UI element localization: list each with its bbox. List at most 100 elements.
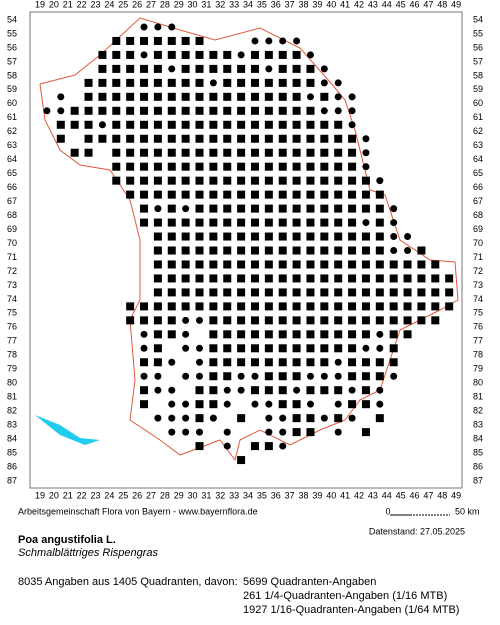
- row-label: 57: [7, 56, 17, 66]
- record-square: [126, 106, 135, 115]
- record-square: [223, 232, 232, 241]
- record-square: [292, 106, 301, 115]
- record-dot: [223, 442, 231, 450]
- row-label: 75: [7, 308, 17, 318]
- record-square: [223, 148, 232, 157]
- record-square: [292, 78, 301, 87]
- record-square: [223, 344, 232, 353]
- record-square: [237, 232, 246, 241]
- record-dot: [293, 386, 301, 394]
- col-label: 37: [285, 0, 295, 9]
- record-square: [320, 302, 329, 311]
- record-square: [153, 288, 162, 297]
- record-square: [153, 92, 162, 101]
- record-square: [431, 274, 440, 283]
- record-square: [140, 162, 149, 171]
- record-square: [320, 246, 329, 255]
- row-label: 62: [473, 126, 483, 136]
- record-square: [237, 316, 246, 325]
- record-square: [153, 316, 162, 325]
- record-square: [153, 218, 162, 227]
- col-label: 43: [368, 0, 378, 9]
- record-dot: [334, 428, 342, 436]
- record-square: [320, 134, 329, 143]
- row-label: 69: [7, 224, 17, 234]
- row-label: 55: [7, 28, 17, 38]
- row-label: 83: [473, 420, 483, 430]
- row-label: 65: [7, 168, 17, 178]
- date: Datenstand: 27.05.2025: [369, 526, 465, 536]
- record-square: [348, 316, 357, 325]
- record-square: [306, 414, 315, 423]
- row-label: 70: [7, 238, 17, 248]
- record-dot: [209, 414, 217, 422]
- record-square: [320, 358, 329, 367]
- col-label: 31: [201, 490, 211, 500]
- record-square: [320, 288, 329, 297]
- row-label: 87: [7, 475, 17, 485]
- record-square: [209, 386, 218, 395]
- record-square: [278, 358, 287, 367]
- record-square: [167, 120, 176, 129]
- record-square: [223, 274, 232, 283]
- record-square: [264, 316, 273, 325]
- col-label: 27: [146, 490, 156, 500]
- record-square: [153, 64, 162, 73]
- record-square: [264, 120, 273, 129]
- record-square: [223, 92, 232, 101]
- record-square: [306, 386, 315, 395]
- row-label: 72: [7, 266, 17, 276]
- record-square: [361, 176, 370, 185]
- row-label: 82: [473, 406, 483, 416]
- record-square: [389, 330, 398, 339]
- row-label: 77: [473, 336, 483, 346]
- record-square: [292, 316, 301, 325]
- record-dot: [237, 51, 245, 59]
- frame: [29, 11, 463, 489]
- record-dot: [376, 344, 384, 352]
- record-square: [167, 218, 176, 227]
- record-square: [126, 78, 135, 87]
- record-square: [278, 120, 287, 129]
- col-label: 40: [326, 490, 336, 500]
- record-square: [112, 148, 121, 157]
- summary: 8035 Angaben aus 1405 Quadranten, davon:: [18, 576, 238, 588]
- record-square: [306, 204, 315, 213]
- record-square: [84, 78, 93, 87]
- record-square: [403, 274, 412, 283]
- record-dot: [376, 400, 384, 408]
- col-label: 22: [77, 0, 87, 9]
- row-label: 71: [7, 252, 17, 262]
- record-square: [292, 274, 301, 283]
- record-dot: [182, 428, 190, 436]
- col-label: 41: [340, 0, 350, 9]
- row-label: 76: [7, 322, 17, 332]
- record-square: [320, 344, 329, 353]
- record-square: [417, 316, 426, 325]
- record-square: [361, 232, 370, 241]
- record-square: [361, 274, 370, 283]
- record-dot: [57, 93, 65, 101]
- record-square: [403, 260, 412, 269]
- record-dot: [196, 344, 204, 352]
- record-dot: [154, 23, 162, 31]
- record-square: [278, 190, 287, 199]
- record-dot: [168, 386, 176, 394]
- record-square: [195, 36, 204, 45]
- record-dot: [182, 372, 190, 380]
- record-square: [320, 190, 329, 199]
- record-square: [209, 64, 218, 73]
- row-label: 56: [473, 42, 483, 52]
- record-square: [250, 302, 259, 311]
- record-square: [264, 204, 273, 213]
- record-square: [375, 358, 384, 367]
- record-dot: [140, 330, 148, 338]
- row-label: 72: [473, 266, 483, 276]
- record-square: [140, 218, 149, 227]
- record-square: [417, 246, 426, 255]
- record-square: [167, 92, 176, 101]
- record-square: [348, 246, 357, 255]
- record-square: [209, 232, 218, 241]
- col-label: 45: [396, 0, 406, 9]
- record-square: [181, 64, 190, 73]
